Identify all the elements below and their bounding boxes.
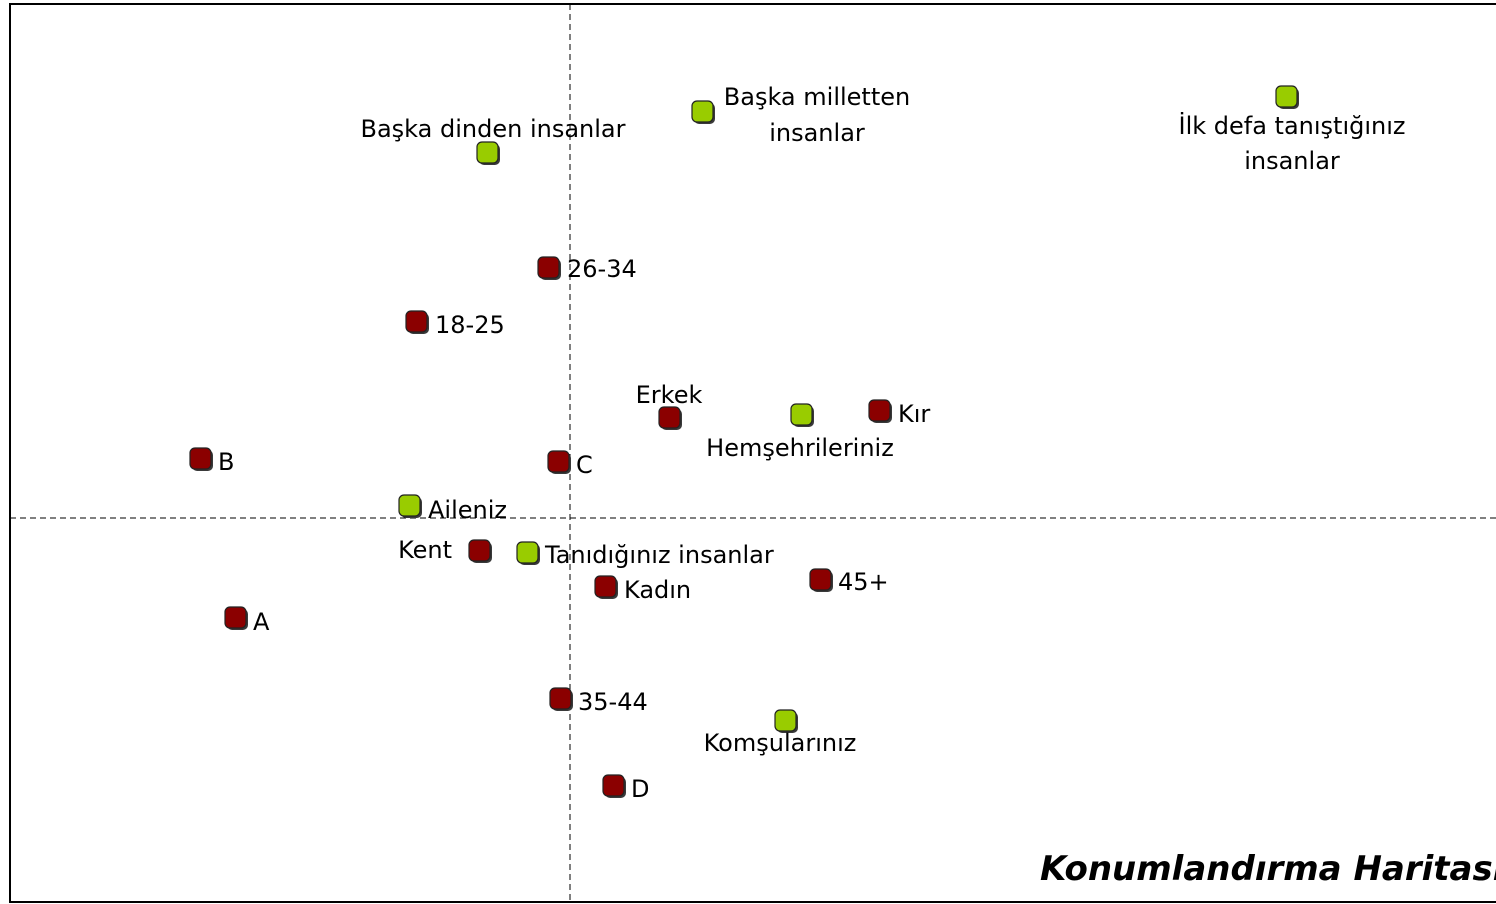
plot-frame bbox=[9, 3, 1496, 903]
marker bbox=[790, 403, 813, 426]
point-label: B bbox=[218, 448, 234, 476]
point-label: 26-34 bbox=[567, 255, 637, 283]
point-label: Tanıdığınız insanlar bbox=[544, 541, 774, 569]
plot-area: Başka dinden insanlar Başka milletten insa… bbox=[10, 4, 1496, 902]
point-label: C bbox=[576, 451, 593, 479]
point-label: A bbox=[253, 608, 270, 636]
marker bbox=[547, 450, 570, 473]
point-label: İlk defa tanıştığınız bbox=[1178, 111, 1405, 140]
marker bbox=[602, 774, 625, 797]
point-label: 35-44 bbox=[578, 688, 648, 716]
point-label: Hemşehrileriniz bbox=[706, 434, 894, 462]
marker bbox=[398, 494, 421, 517]
marker bbox=[594, 575, 617, 598]
point-label: Komşularınız bbox=[704, 729, 857, 757]
marker bbox=[476, 141, 499, 164]
marker bbox=[809, 568, 832, 591]
point-label: insanlar bbox=[769, 119, 865, 147]
marker bbox=[549, 687, 572, 710]
marker bbox=[468, 539, 491, 562]
point-label: Kadın bbox=[624, 576, 691, 604]
point-label: 18-25 bbox=[435, 311, 505, 339]
marker bbox=[224, 606, 247, 629]
marker bbox=[658, 406, 681, 429]
point-label: insanlar bbox=[1244, 147, 1340, 175]
point-label: Başka dinden insanlar bbox=[361, 115, 626, 143]
marker bbox=[189, 447, 212, 470]
marker bbox=[516, 541, 539, 564]
marker bbox=[537, 256, 560, 279]
marker bbox=[691, 100, 714, 123]
point-label: Aileniz bbox=[428, 496, 507, 524]
marker bbox=[405, 310, 428, 333]
chart-title: Konumlandırma Haritası bbox=[1040, 849, 1496, 889]
marker bbox=[1275, 85, 1298, 108]
point-label: Kent bbox=[398, 536, 452, 564]
point-label: D bbox=[631, 775, 649, 803]
marker bbox=[868, 399, 891, 422]
marker bbox=[774, 709, 797, 732]
point-label: 45+ bbox=[838, 568, 889, 596]
point-label: Erkek bbox=[636, 381, 703, 409]
point-label: Kır bbox=[898, 400, 930, 428]
point-label: Başka milletten bbox=[724, 83, 910, 111]
